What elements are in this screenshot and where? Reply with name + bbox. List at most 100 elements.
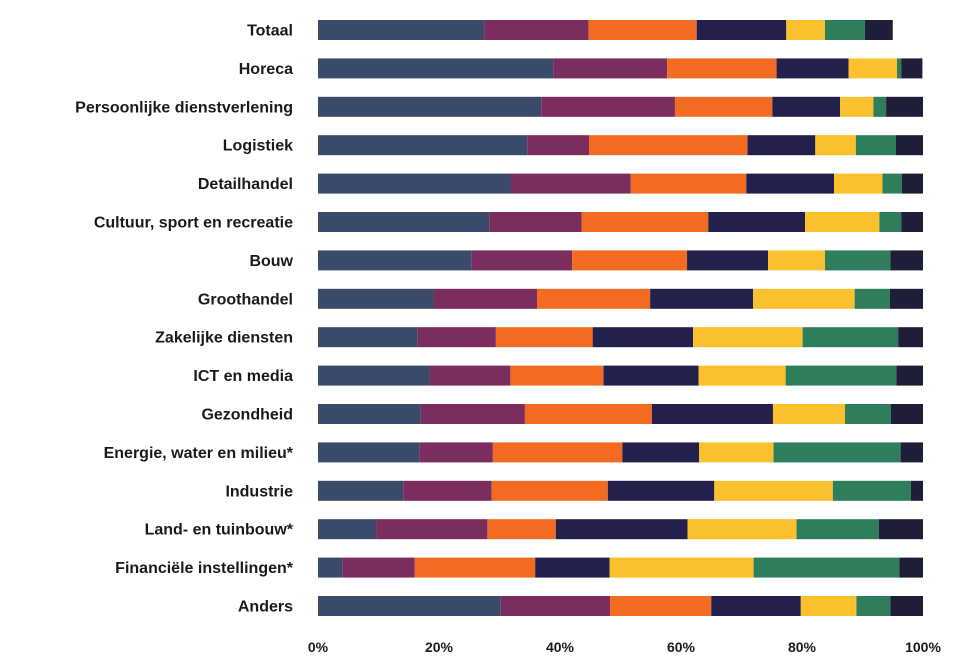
x-axis-ticks: 0% 20% 40% 60% 80% 100% <box>308 639 942 655</box>
bar-segment <box>318 250 472 271</box>
bar-segment <box>489 212 582 232</box>
bar-segment <box>429 365 511 386</box>
bar-segment <box>824 20 865 40</box>
bar-segment <box>786 20 825 40</box>
x-tick-label: 80% <box>788 639 817 655</box>
bar-segment <box>588 20 697 40</box>
bar-segment <box>318 135 528 156</box>
bar-segment <box>674 96 773 117</box>
bar-segment <box>773 442 901 463</box>
bar-segment <box>495 327 593 348</box>
bar-segment <box>746 173 835 194</box>
bar-segment <box>878 519 923 540</box>
bar-segment <box>708 212 806 232</box>
bar-segment <box>318 288 434 309</box>
bar-segment <box>834 173 883 194</box>
category-label: Cultuur, sport en recreatie <box>94 215 293 232</box>
bar-segment <box>650 288 753 309</box>
bar-segment <box>711 596 801 616</box>
bar-segment <box>693 327 803 348</box>
bar-segment <box>890 404 923 424</box>
category-label: Logistiek <box>223 138 293 155</box>
category-label: Groothandel <box>198 291 293 308</box>
bar-row <box>318 596 923 616</box>
category-label: Horeca <box>239 61 293 78</box>
bar-segment <box>607 480 715 501</box>
bar-segment <box>524 404 652 424</box>
category-label: Persoonlijke dienstverlening <box>75 99 293 116</box>
bar-row <box>318 250 923 271</box>
category-label: ICT en media <box>193 368 293 385</box>
x-tick-label: 60% <box>667 639 696 655</box>
bar-row <box>318 557 923 578</box>
bar-segment <box>484 20 589 40</box>
bar-segment <box>855 135 896 156</box>
bar-segment <box>318 58 554 79</box>
bar-segment <box>667 58 777 79</box>
bar-segment <box>592 327 694 348</box>
bar-row <box>318 96 923 117</box>
bar-segment <box>527 135 590 156</box>
bar-segment <box>318 173 511 194</box>
bar-segment <box>776 58 849 79</box>
bar-segment <box>832 480 911 501</box>
bar-segment <box>886 96 923 117</box>
bar-segment <box>318 365 430 386</box>
category-label: Land- en tuinbouw* <box>145 522 294 539</box>
bar-segment <box>419 442 493 463</box>
category-labels: Totaal Horeca Persoonlijke dienstverlening… <box>75 23 294 616</box>
bar-segment <box>403 480 492 501</box>
bar-segment <box>510 365 604 386</box>
bar-segment <box>802 327 899 348</box>
bar-segment <box>687 519 797 540</box>
bar-segment <box>898 327 923 348</box>
bar-segment <box>714 480 833 501</box>
category-label: Totaal <box>247 23 293 40</box>
bar-segment <box>541 96 675 117</box>
bar-segment <box>772 404 845 424</box>
bar-segment <box>487 519 556 540</box>
bar-segment <box>318 480 404 501</box>
bar-segment <box>651 404 773 424</box>
bar-segment <box>910 480 923 501</box>
bar-segment <box>824 250 891 271</box>
bar-row <box>318 480 923 501</box>
bar-segment <box>895 135 923 156</box>
bar-segment <box>901 173 923 194</box>
bar-segment <box>572 250 688 271</box>
bar-row <box>318 327 923 348</box>
bar-segment <box>417 327 496 348</box>
bar-segment <box>537 288 651 309</box>
bar-segment <box>889 288 923 309</box>
bar-segment <box>555 519 688 540</box>
bar-row <box>318 365 923 386</box>
bar-segment <box>318 96 542 117</box>
category-label: Anders <box>238 599 293 616</box>
bar-segment <box>581 212 709 232</box>
bar-segment <box>785 365 897 386</box>
bar-segment <box>772 96 841 117</box>
bar-segment <box>696 20 787 40</box>
bar-segment <box>899 557 923 578</box>
bar-segment <box>844 404 891 424</box>
bar-segment <box>753 557 900 578</box>
bar-segment <box>753 288 855 309</box>
bar-segment <box>815 135 856 156</box>
bar-row <box>318 135 923 156</box>
bar-row <box>318 519 923 540</box>
bar-segment <box>318 519 377 540</box>
bar-segment <box>376 519 488 540</box>
bar-segment <box>535 557 610 578</box>
bar-segment <box>622 442 700 463</box>
bar-segment <box>318 327 418 348</box>
bar-segment <box>687 250 769 271</box>
x-tick-label: 0% <box>308 639 329 655</box>
bar-segment <box>492 442 623 463</box>
bar-segment <box>699 442 774 463</box>
category-label: Detailhandel <box>198 176 293 193</box>
bar-segment <box>318 442 420 463</box>
bar-segment <box>491 480 608 501</box>
bar-segment <box>882 173 902 194</box>
bar-segment <box>796 519 879 540</box>
category-label: Bouw <box>249 253 293 270</box>
